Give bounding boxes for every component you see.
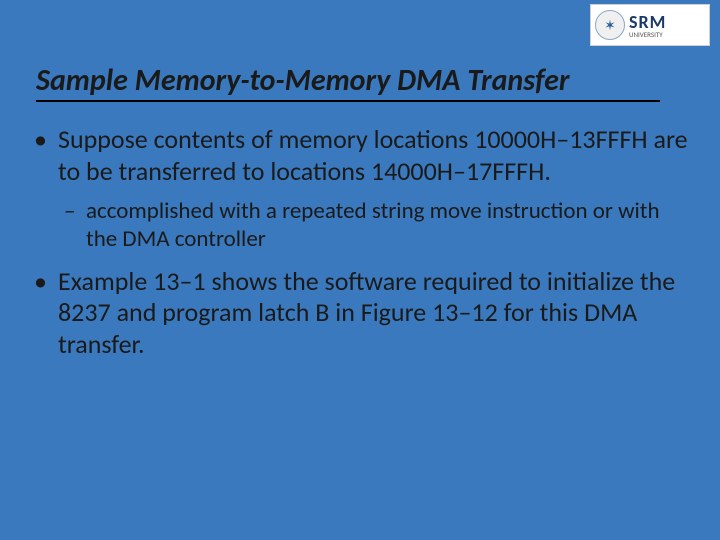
list-item: Suppose contents of memory locations 100…: [30, 124, 690, 254]
slide: ✶ SRM UNIVERSITY Sample Memory-to-Memory…: [0, 0, 720, 540]
list-item: accomplished with a repeated string move…: [58, 197, 690, 253]
slide-title: Sample Memory-to-Memory DMA Transfer: [36, 62, 569, 99]
logo-sub-text: UNIVERSITY: [629, 31, 666, 38]
sub-bullet-text: accomplished with a repeated string move…: [86, 197, 660, 253]
bullet-text: Example 13–1 shows the software required…: [58, 265, 675, 360]
title-underline: [36, 100, 660, 102]
bullet-list: Suppose contents of memory locations 100…: [30, 124, 690, 361]
slide-content: Suppose contents of memory locations 100…: [30, 124, 690, 373]
logo-text: SRM UNIVERSITY: [629, 13, 666, 38]
list-item: Example 13–1 shows the software required…: [30, 266, 690, 361]
sub-bullet-list: accomplished with a repeated string move…: [58, 197, 690, 253]
logo-main-text: SRM: [629, 13, 666, 31]
university-logo: ✶ SRM UNIVERSITY: [590, 4, 710, 46]
bullet-text: Suppose contents of memory locations 100…: [58, 123, 688, 187]
logo-badge-icon: ✶: [595, 10, 625, 40]
